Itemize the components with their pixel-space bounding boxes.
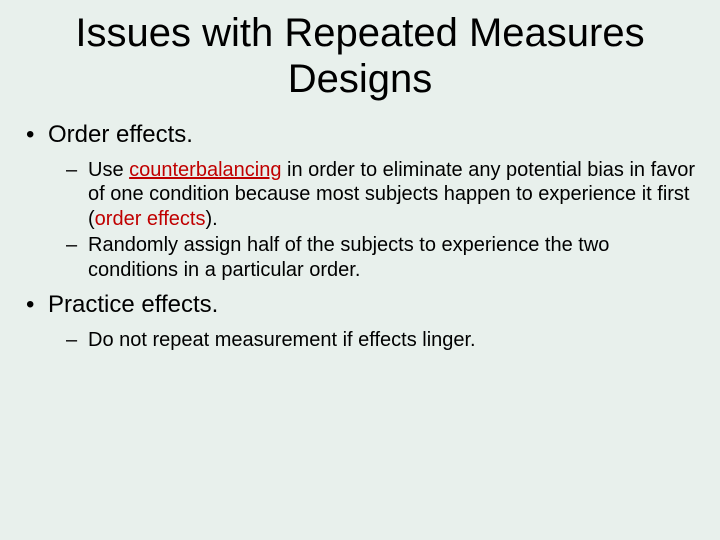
bullet-practice-effects: Practice effects. Do not repeat measurem… [48,290,700,352]
slide-container: Issues with Repeated Measures Designs Or… [0,0,720,540]
sub-bullet-do-not-repeat: Do not repeat measurement if effects lin… [88,328,700,352]
bullet-list-level2: Do not repeat measurement if effects lin… [48,328,700,352]
bullet-list-level2: Use counterbalancing in order to elimina… [48,158,700,282]
highlight-term-counterbalancing: counterbalancing [129,159,281,181]
sub-bullet-random-assign: Randomly assign half of the subjects to … [88,233,700,282]
highlight-term-order-effects: order effects [95,208,206,230]
bullet-label: Order effects. [48,121,193,148]
bullet-order-effects: Order effects. Use counterbalancing in o… [48,120,700,282]
sub-bullet-counterbalancing: Use counterbalancing in order to elimina… [88,158,700,231]
text-fragment: ). [205,208,217,230]
slide-title: Issues with Repeated Measures Designs [20,10,700,102]
bullet-label: Practice effects. [48,291,218,318]
bullet-list-level1: Order effects. Use counterbalancing in o… [20,120,700,352]
text-fragment: Use [88,159,129,181]
